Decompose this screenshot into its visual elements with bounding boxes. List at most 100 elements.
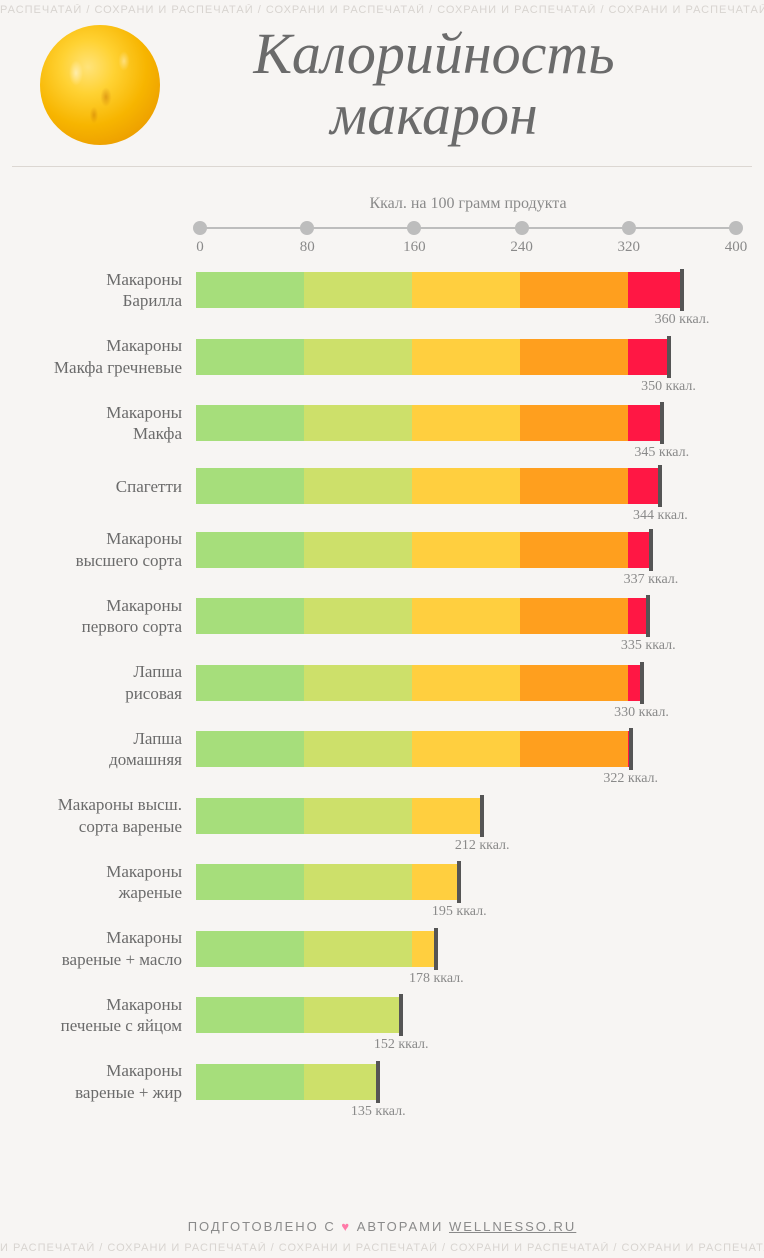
divider (12, 166, 752, 167)
bar-cap (660, 402, 664, 444)
bar-segment (304, 468, 412, 504)
bar (196, 798, 482, 834)
watermark-bottom: И РАСПЕЧАТАЙ / СОХРАНИ И РАСПЕЧАТАЙ / СО… (0, 1242, 764, 1254)
axis-tick (407, 221, 421, 235)
bar-value: 178 ккал. (409, 971, 464, 987)
bar (196, 532, 651, 568)
bar-segment (304, 405, 412, 441)
bar (196, 931, 436, 967)
axis-tick (300, 221, 314, 235)
axis-tick-label: 0 (196, 239, 204, 256)
bar-segment (412, 532, 520, 568)
bar (196, 665, 642, 701)
bar-wrap: 178 ккал. (196, 931, 736, 967)
bar-segment (196, 864, 304, 900)
bar-value: 345 ккал. (634, 445, 689, 461)
bar (196, 731, 631, 767)
bar-label: Макароны высш. сорта вареные (10, 794, 196, 837)
bar (196, 405, 662, 441)
bar-cap (640, 662, 644, 704)
bar-wrap: 212 ккал. (196, 798, 736, 834)
bar-row: Макароны жареные195 ккал. (10, 861, 736, 904)
heart-icon: ♥ (341, 1219, 351, 1234)
bar-wrap: 152 ккал. (196, 997, 736, 1033)
bar (196, 997, 401, 1033)
footer-middle: АВТОРАМИ (357, 1219, 444, 1234)
bar-cap (457, 861, 461, 903)
bar-cap (480, 795, 484, 837)
bar-label: Лапша рисовая (10, 661, 196, 704)
bar-segment (412, 931, 436, 967)
bar (196, 339, 669, 375)
bar-label: Макароны вареные + жир (10, 1060, 196, 1103)
axis-tick-label: 400 (725, 239, 748, 256)
bar-segment (304, 864, 412, 900)
bar (196, 598, 648, 634)
bar-wrap: 195 ккал. (196, 864, 736, 900)
bar-label: Макароны высшего сорта (10, 528, 196, 571)
bar-wrap: 330 ккал. (196, 665, 736, 701)
bar-wrap: 345 ккал. (196, 405, 736, 441)
bar-cap (646, 595, 650, 637)
bar-segment (196, 997, 304, 1033)
bar-segment (628, 598, 648, 634)
bar-segment (304, 598, 412, 634)
bar-segment (196, 798, 304, 834)
bar-segment (196, 931, 304, 967)
footer-site-link[interactable]: WELLNESSO.RU (449, 1219, 576, 1234)
bar-segment (412, 598, 520, 634)
bar-segment (628, 405, 662, 441)
bar-segment (412, 468, 520, 504)
bar-segment (628, 468, 660, 504)
bar-wrap: 344 ккал. (196, 468, 736, 504)
bar-segment (412, 665, 520, 701)
bar-segment (628, 532, 651, 568)
bar-segment (628, 339, 668, 375)
x-axis: 080160240320400 (200, 219, 736, 259)
bar-row: Лапша рисовая330 ккал. (10, 661, 736, 704)
axis-tick (622, 221, 636, 235)
bar-segment (304, 532, 412, 568)
bar-label: Макароны Макфа (10, 402, 196, 445)
axis-tick-label: 240 (510, 239, 533, 256)
bar-segment (412, 731, 520, 767)
bar-segment (304, 1064, 378, 1100)
bar-row: Макароны печеные с яйцом152 ккал. (10, 994, 736, 1037)
bar-row: Лапша домашняя322 ккал. (10, 728, 736, 771)
bar-segment (520, 468, 628, 504)
bar-segment (412, 798, 482, 834)
watermark-top: РАСПЕЧАТАЙ / СОХРАНИ И РАСПЕЧАТАЙ / СОХР… (0, 4, 764, 16)
bar-value: 330 ккал. (614, 705, 669, 721)
bar-value: 360 ккал. (655, 312, 710, 328)
bar-value: 195 ккал. (432, 904, 487, 920)
bar (196, 468, 660, 504)
bar-cap (399, 994, 403, 1036)
bar-row: Макароны вареные + масло178 ккал. (10, 927, 736, 970)
bar-cap (434, 928, 438, 970)
bar-segment (412, 405, 520, 441)
bar-segment (628, 272, 682, 308)
bar-segment (196, 731, 304, 767)
pasta-icon (40, 25, 160, 145)
bar-value: 350 ккал. (641, 379, 696, 395)
footer: ПОДГОТОВЛЕНО С ♥ АВТОРАМИ WELLNESSO.RU (0, 1219, 764, 1234)
bar-segment (304, 997, 401, 1033)
bar-value: 135 ккал. (351, 1104, 406, 1120)
axis-tick (729, 221, 743, 235)
bar-value: 212 ккал. (455, 838, 510, 854)
bar-row: Макароны Макфа345 ккал. (10, 402, 736, 445)
bar-segment (520, 405, 628, 441)
bar-value: 335 ккал. (621, 638, 676, 654)
bar-cap (667, 336, 671, 378)
bar-segment (520, 665, 628, 701)
bar-segment (196, 339, 304, 375)
bar-row: Макароны вареные + жир135 ккал. (10, 1060, 736, 1103)
bar-row: Макароны Макфа гречневые350 ккал. (10, 335, 736, 378)
bar-wrap: 335 ккал. (196, 598, 736, 634)
bar (196, 864, 459, 900)
bar-cap (376, 1061, 380, 1103)
bar-segment (304, 339, 412, 375)
bar-segment (196, 405, 304, 441)
bar-value: 344 ккал. (633, 508, 688, 524)
bar-segment (520, 598, 628, 634)
